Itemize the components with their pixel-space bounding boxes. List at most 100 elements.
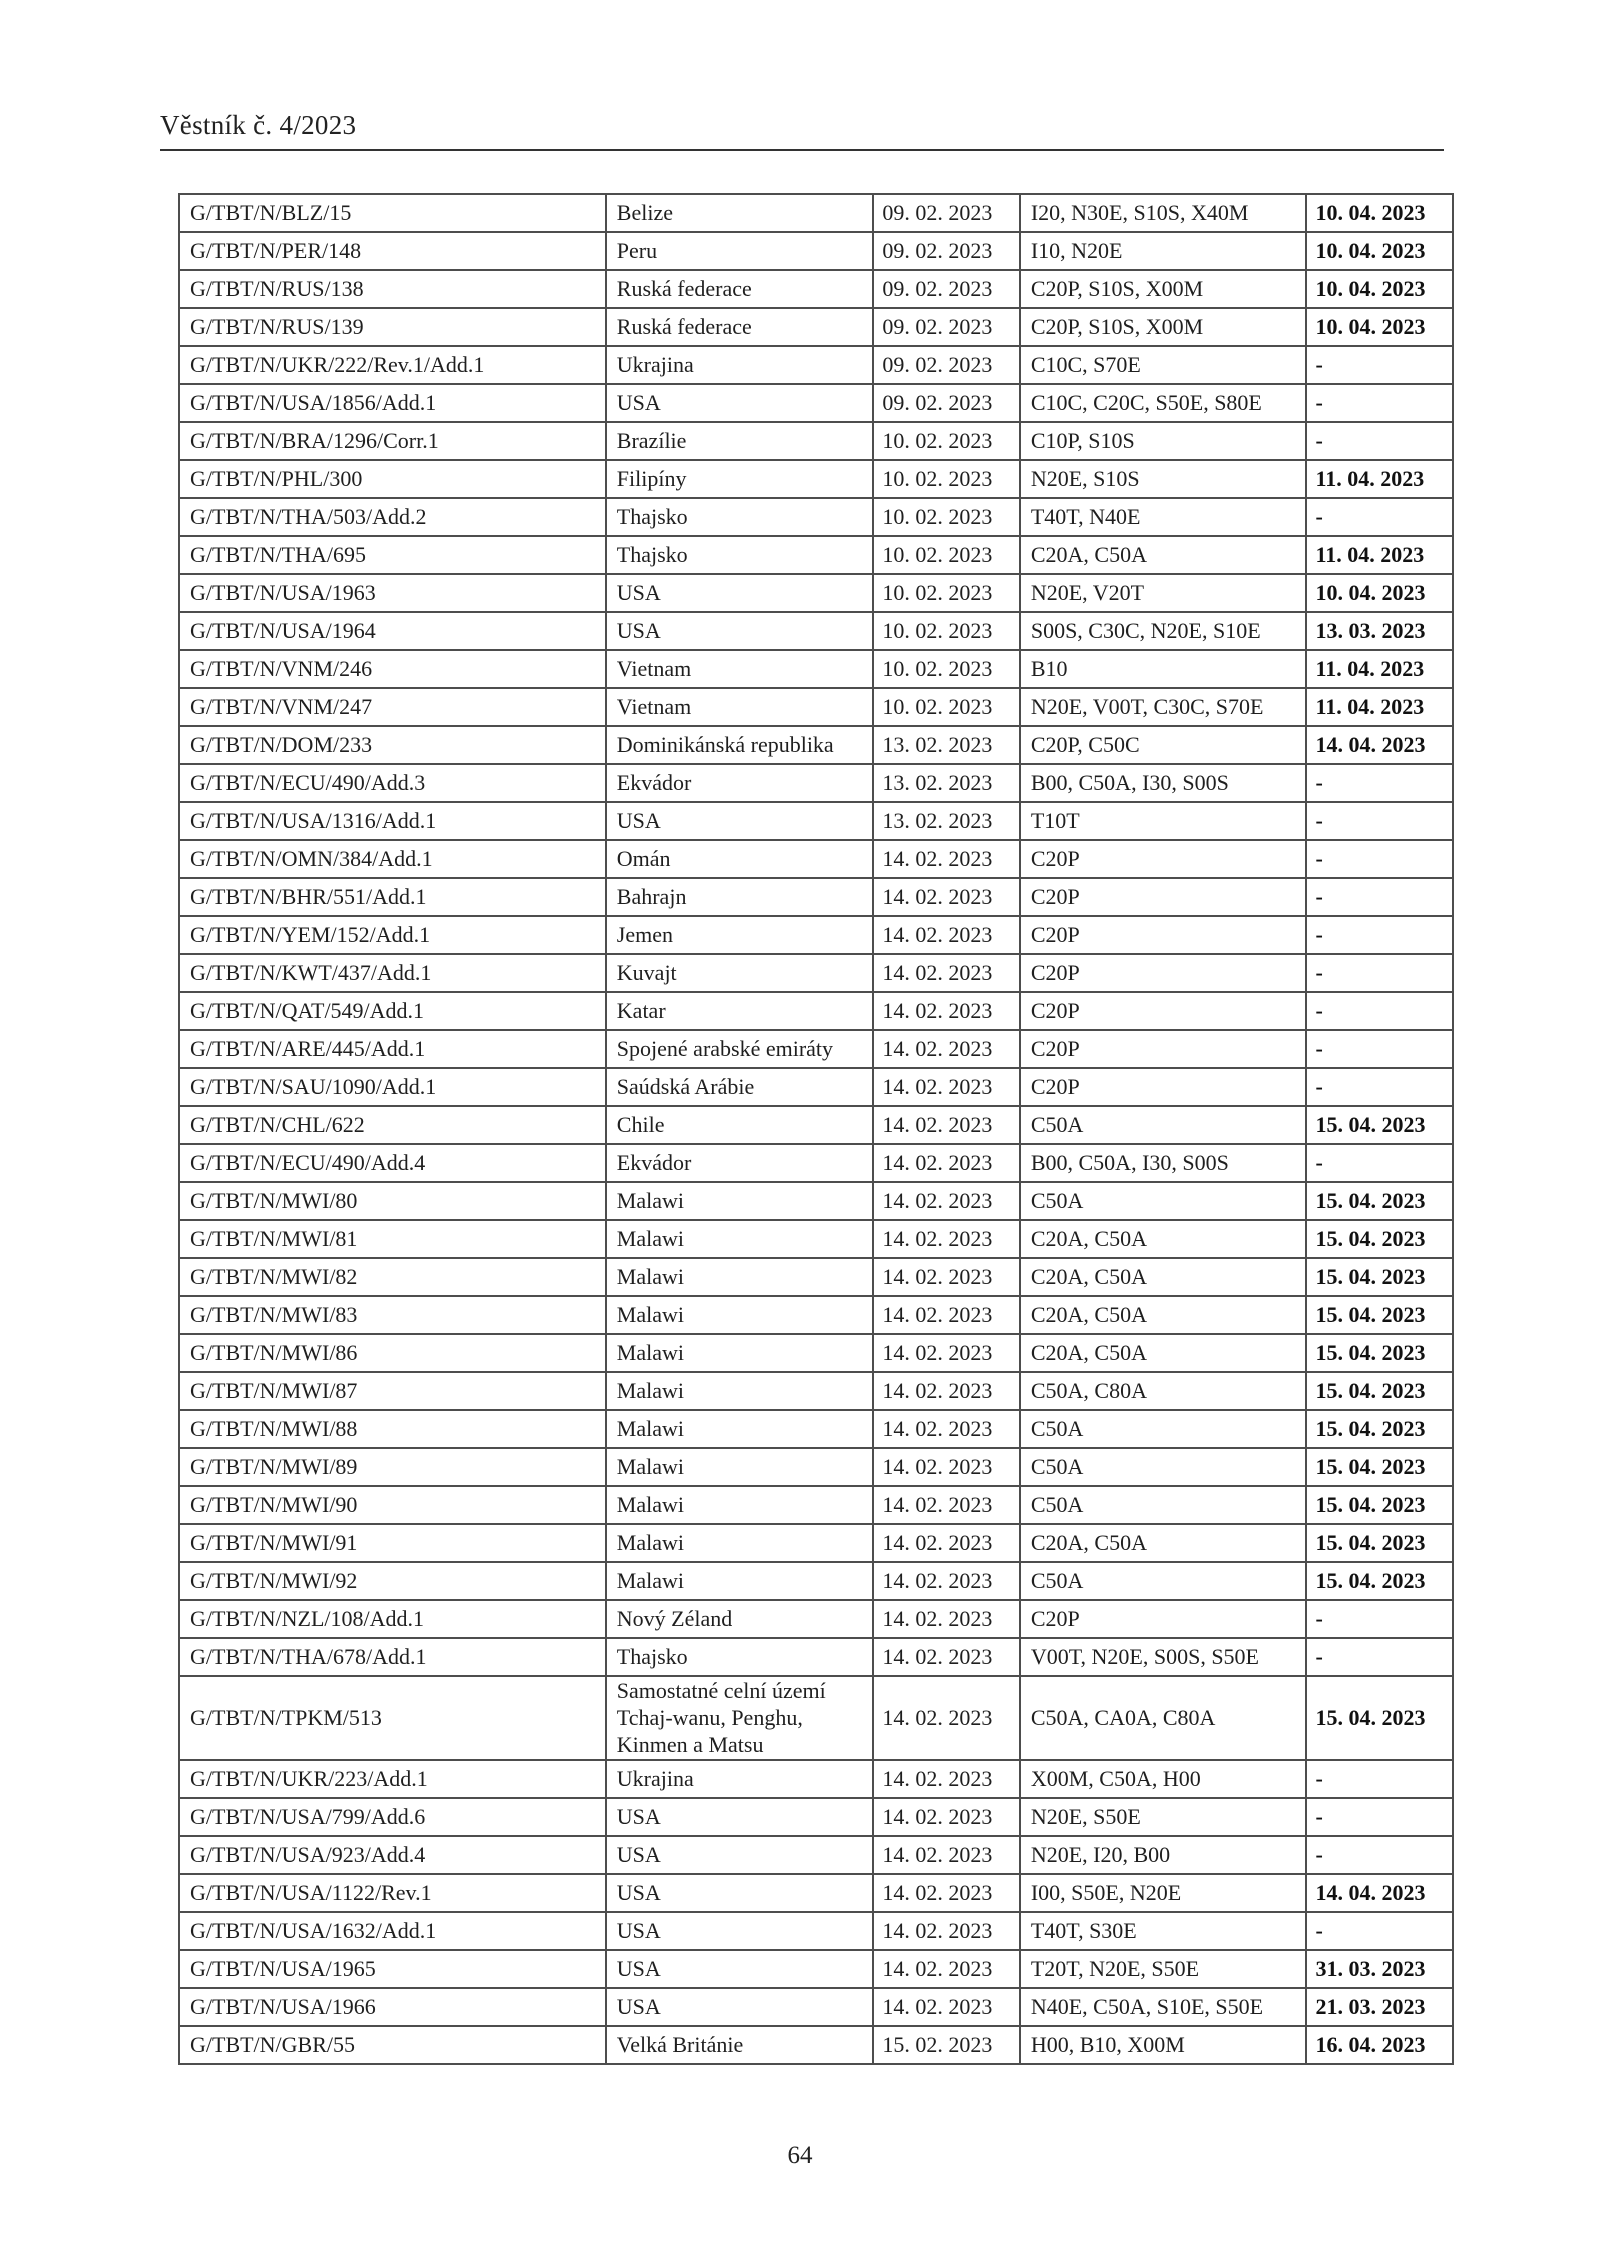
subject-codes-cell: C50A xyxy=(1018,1485,1308,1525)
table-row: G/TBT/N/USA/799/Add.6 USA 14. 02. 2023 N20E… xyxy=(178,1797,1454,1838)
country-cell: Katar xyxy=(604,991,875,1031)
deadline-cell: - xyxy=(1305,345,1454,385)
subject-codes-cell: C20P, S10S, X00M xyxy=(1018,307,1308,347)
subject-codes-cell: C50A xyxy=(1018,1561,1308,1601)
subject-codes-cell: T20T, N20E, S50E xyxy=(1018,1949,1308,1990)
notification-code-cell: G/TBT/N/USA/1966 xyxy=(178,1987,607,2028)
publication-date-cell: 14. 02. 2023 xyxy=(872,1599,1021,1639)
table-row: G/TBT/N/DOM/233 Dominikánská republika 13.… xyxy=(178,725,1454,765)
notification-code-cell: G/TBT/N/MWI/88 xyxy=(178,1409,607,1449)
deadline-cell: - xyxy=(1305,1067,1454,1107)
country-cell: USA xyxy=(604,1911,875,1952)
subject-codes-cell: C20P, C50C xyxy=(1018,725,1308,765)
subject-codes-cell: C20P xyxy=(1018,915,1308,955)
deadline-cell: 15. 04. 2023 xyxy=(1305,1561,1454,1601)
deadline-cell: - xyxy=(1305,1759,1454,1800)
table-row: G/TBT/N/VNM/246 Vietnam 10. 02. 2023 B10 11.… xyxy=(178,649,1454,689)
publication-date-cell: 09. 02. 2023 xyxy=(872,307,1021,347)
subject-codes-cell: C50A xyxy=(1018,1409,1308,1449)
publication-date-cell: 09. 02. 2023 xyxy=(872,269,1021,309)
country-cell: USA xyxy=(604,1873,875,1914)
table-row: G/TBT/N/UKR/222/Rev.1/Add.1 Ukrajina 09. 0… xyxy=(178,345,1454,385)
table-row: G/TBT/N/MWI/88 Malawi 14. 02. 2023 C50A 15. … xyxy=(178,1409,1454,1449)
publication-date-cell: 13. 02. 2023 xyxy=(872,801,1021,841)
deadline-cell: - xyxy=(1305,1599,1454,1639)
deadline-cell: 10. 04. 2023 xyxy=(1305,193,1454,233)
deadline-cell: 15. 04. 2023 xyxy=(1305,1333,1454,1373)
publication-date-cell: 14. 02. 2023 xyxy=(872,1143,1021,1183)
table-row: G/TBT/N/BRA/1296/Corr.1 Brazílie 10. 02. 2… xyxy=(178,421,1454,461)
publication-date-cell: 09. 02. 2023 xyxy=(872,231,1021,271)
table-row: G/TBT/N/USA/1963 USA 10. 02. 2023 N20E, V20… xyxy=(178,573,1454,613)
publication-date-cell: 09. 02. 2023 xyxy=(872,383,1021,423)
notification-code-cell: G/TBT/N/USA/1122/Rev.1 xyxy=(178,1873,607,1914)
table-row: G/TBT/N/THA/503/Add.2 Thajsko 10. 02. 2023… xyxy=(178,497,1454,537)
publication-date-cell: 14. 02. 2023 xyxy=(872,1371,1021,1411)
table-row: G/TBT/N/THA/695 Thajsko 10. 02. 2023 C20A, … xyxy=(178,535,1454,575)
deadline-cell: 11. 04. 2023 xyxy=(1305,687,1454,727)
country-cell: Malawi xyxy=(604,1523,875,1563)
table-row: G/TBT/N/BLZ/15 Belize 09. 02. 2023 I20, N30… xyxy=(178,193,1454,233)
country-cell: Brazílie xyxy=(604,421,875,461)
country-cell: Malawi xyxy=(604,1371,875,1411)
subject-codes-cell: C20P xyxy=(1018,991,1308,1031)
deadline-cell: 15. 04. 2023 xyxy=(1305,1447,1454,1487)
table-row: G/TBT/N/USA/1966 USA 14. 02. 2023 N40E, C50… xyxy=(178,1987,1454,2028)
deadline-cell: 11. 04. 2023 xyxy=(1305,459,1454,499)
table-row: G/TBT/N/PER/148 Peru 09. 02. 2023 I10, N20E… xyxy=(178,231,1454,271)
notification-code-cell: G/TBT/N/MWI/92 xyxy=(178,1561,607,1601)
table-row: G/TBT/N/RUS/138 Ruská federace 09. 02. 202… xyxy=(178,269,1454,309)
subject-codes-cell: C50A, CA0A, C80A xyxy=(1018,1674,1308,1762)
table-row: G/TBT/N/GBR/55 Velká Británie 15. 02. 2023… xyxy=(178,2025,1454,2066)
table-row: G/TBT/N/ECU/490/Add.3 Ekvádor 13. 02. 2023… xyxy=(178,763,1454,803)
publication-date-cell: 13. 02. 2023 xyxy=(872,763,1021,803)
notification-code-cell: G/TBT/N/MWI/90 xyxy=(178,1485,607,1525)
notification-code-cell: G/TBT/N/USA/799/Add.6 xyxy=(178,1797,607,1838)
country-cell: Ukrajina xyxy=(604,345,875,385)
table-row: G/TBT/N/SAU/1090/Add.1 Saúdská Arábie 14. … xyxy=(178,1067,1454,1107)
subject-codes-cell: N20E, V00T, C30C, S70E xyxy=(1018,687,1308,727)
deadline-cell: 21. 03. 2023 xyxy=(1305,1987,1454,2028)
publication-date-cell: 14. 02. 2023 xyxy=(872,877,1021,917)
subject-codes-cell: C20P xyxy=(1018,1067,1308,1107)
notification-code-cell: G/TBT/N/USA/1964 xyxy=(178,611,607,651)
deadline-cell: - xyxy=(1305,1911,1454,1952)
country-cell: Ekvádor xyxy=(604,763,875,803)
publication-date-cell: 14. 02. 2023 xyxy=(872,1295,1021,1335)
table-row: G/TBT/N/ECU/490/Add.4 Ekvádor 14. 02. 2023… xyxy=(178,1143,1454,1183)
subject-codes-cell: N20E, V20T xyxy=(1018,573,1308,613)
publication-date-cell: 14. 02. 2023 xyxy=(872,1257,1021,1297)
publication-date-cell: 14. 02. 2023 xyxy=(872,1949,1021,1990)
subject-codes-cell: H00, B10, X00M xyxy=(1018,2025,1308,2066)
notification-code-cell: G/TBT/N/MWI/80 xyxy=(178,1181,607,1221)
deadline-cell: - xyxy=(1305,383,1454,423)
subject-codes-cell: I20, N30E, S10S, X40M xyxy=(1018,193,1308,233)
publication-date-cell: 14. 02. 2023 xyxy=(872,1333,1021,1373)
notification-code-cell: G/TBT/N/THA/503/Add.2 xyxy=(178,497,607,537)
table-row: G/TBT/N/UKR/223/Add.1 Ukrajina 14. 02. 202… xyxy=(178,1759,1454,1800)
notification-code-cell: G/TBT/N/BHR/551/Add.1 xyxy=(178,877,607,917)
publication-date-cell: 14. 02. 2023 xyxy=(872,1797,1021,1838)
publication-date-cell: 14. 02. 2023 xyxy=(872,1029,1021,1069)
subject-codes-cell: C20A, C50A xyxy=(1018,1523,1308,1563)
subject-codes-cell: C20P xyxy=(1018,1029,1308,1069)
country-cell: Omán xyxy=(604,839,875,879)
notification-code-cell: G/TBT/N/UKR/223/Add.1 xyxy=(178,1759,607,1800)
publication-date-cell: 14. 02. 2023 xyxy=(872,1409,1021,1449)
notification-code-cell: G/TBT/N/VNM/246 xyxy=(178,649,607,689)
notification-code-cell: G/TBT/N/MWI/86 xyxy=(178,1333,607,1373)
country-cell: Vietnam xyxy=(604,687,875,727)
country-cell: Velká Británie xyxy=(604,2025,875,2066)
deadline-cell: 15. 04. 2023 xyxy=(1305,1371,1454,1411)
country-cell: Malawi xyxy=(604,1561,875,1601)
subject-codes-cell: C50A xyxy=(1018,1105,1308,1145)
country-cell: USA xyxy=(604,1949,875,1990)
publication-date-cell: 14. 02. 2023 xyxy=(872,1447,1021,1487)
deadline-cell: - xyxy=(1305,1143,1454,1183)
subject-codes-cell: N20E, S10S xyxy=(1018,459,1308,499)
publication-date-cell: 14. 02. 2023 xyxy=(872,1105,1021,1145)
deadline-cell: - xyxy=(1305,1797,1454,1838)
subject-codes-cell: C50A, C80A xyxy=(1018,1371,1308,1411)
subject-codes-cell: C10C, C20C, S50E, S80E xyxy=(1018,383,1308,423)
table-row: G/TBT/N/MWI/87 Malawi 14. 02. 2023 C50A, C8… xyxy=(178,1371,1454,1411)
